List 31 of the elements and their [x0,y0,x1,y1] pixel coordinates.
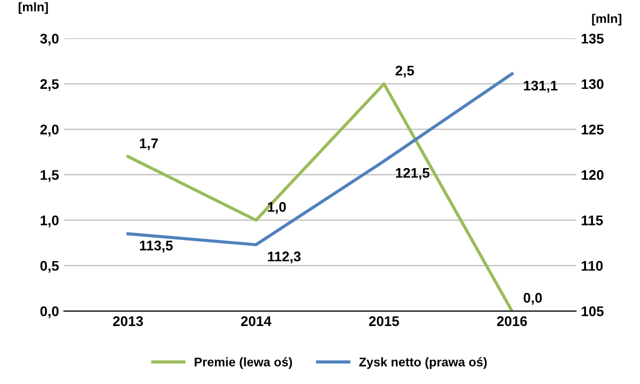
legend-label: Zysk netto (prawa oś) [359,357,487,369]
data-label: 1,7 [140,138,158,150]
line-series [126,82,514,312]
y-tick-label: 2,5 [40,79,59,92]
y-tick-label: 1,0 [40,215,59,228]
y-tick-label: 3,0 [40,34,59,46]
y2-tick-label: 135 [582,34,604,44]
y2-tick-label: 130 [582,79,604,90]
y-tick-label: 2,0 [40,124,59,136]
legend-label: Premie (lewa oś) [194,357,292,369]
data-label: 112,3 [268,252,301,264]
data-label: 121,5 [396,168,430,180]
y2-tick-label: 110 [582,260,603,271]
y-tick-label: 1,5 [40,170,59,182]
data-label: 2,5 [396,66,414,78]
data-label: 113,5 [140,240,173,253]
y-tick-label: 0,5 [40,260,59,273]
data-label: 131,1 [524,80,558,93]
x-tick-label: 2015 [369,316,400,326]
x-tick-label: 2013 [113,316,143,326]
y2-tick-label: 115 [582,216,603,226]
y2-axis-title: [mln] [592,14,622,26]
y-axis-title: [mln] [18,2,48,14]
y-tick-label: 0,0 [40,306,59,318]
data-label: 0,0 [524,292,542,305]
y2-tick-label: 120 [582,170,604,180]
x-tick-label: 2016 [497,316,527,326]
y2-tick-label: 105 [582,306,604,316]
data-label: 1,0 [268,202,286,214]
y2-tick-label: 125 [582,124,604,134]
x-tick-label: 2014 [241,316,272,326]
